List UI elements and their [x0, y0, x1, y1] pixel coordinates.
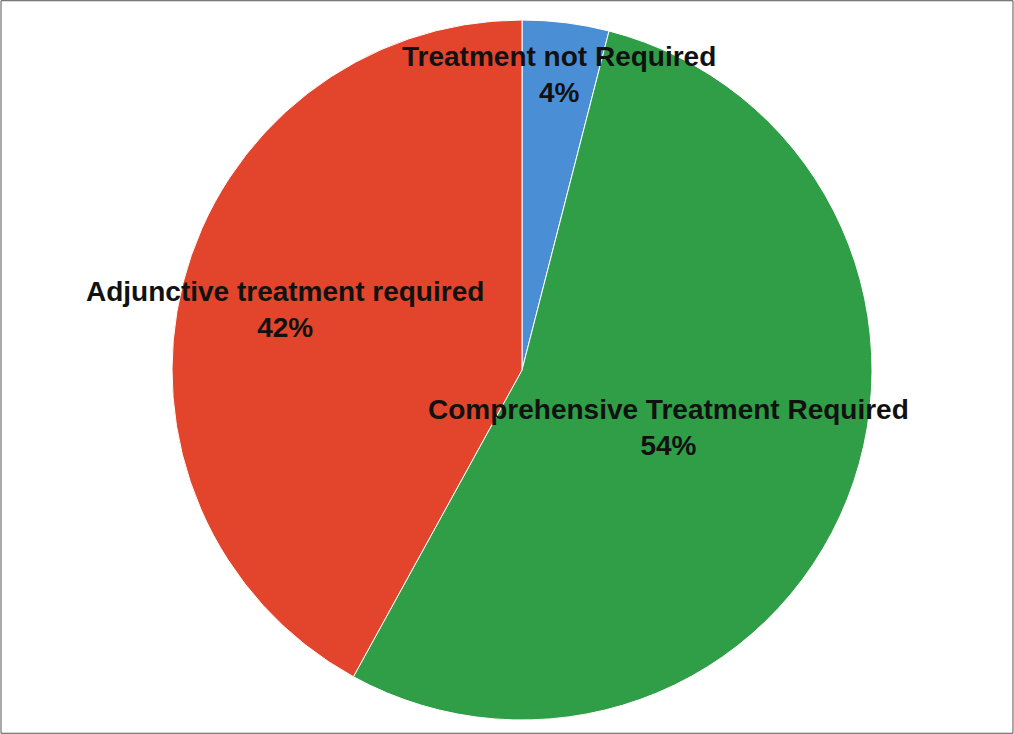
svg-text:Adjunctive treatment required4: Adjunctive treatment required42% [86, 276, 484, 343]
svg-text:Comprehensive Treatment Requir: Comprehensive Treatment Required54% [428, 394, 909, 461]
svg-text:Treatment not Required4%: Treatment not Required4% [402, 41, 716, 108]
